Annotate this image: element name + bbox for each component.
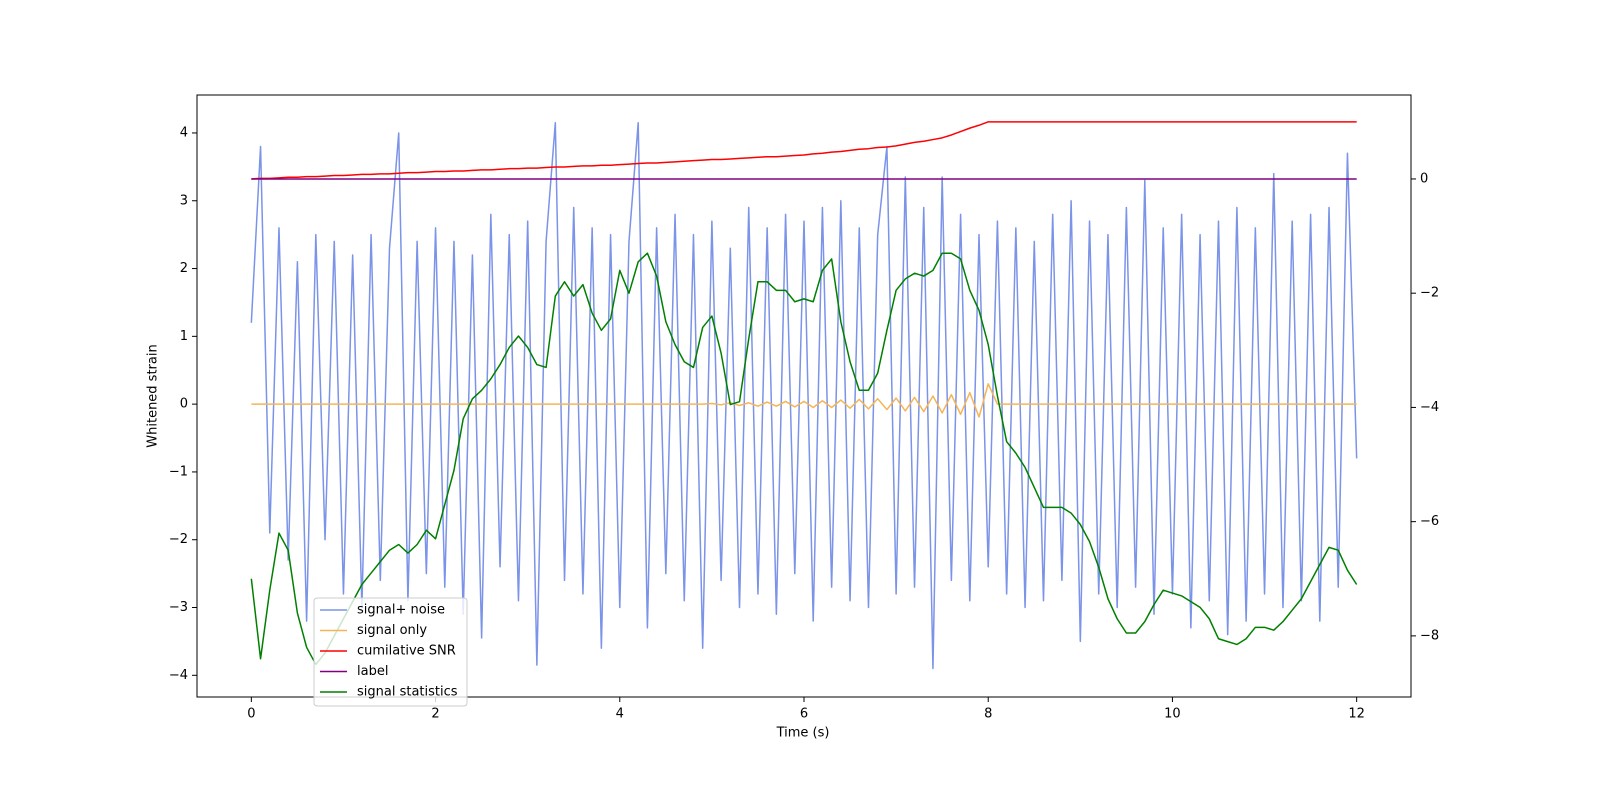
y2-tick-label: −6 <box>1420 514 1439 529</box>
y-tick-label: 0 <box>180 397 188 412</box>
y-tick-label: 2 <box>180 261 188 276</box>
x-tick-label: 4 <box>616 707 624 722</box>
legend-box <box>313 597 468 707</box>
legend-label: label <box>357 664 388 679</box>
y-tick-label: −1 <box>169 464 188 479</box>
x-tick-label: 8 <box>984 707 992 722</box>
y-tick-label: −2 <box>169 532 188 547</box>
y2-tick-label: −2 <box>1420 286 1439 301</box>
y2-tick-label: −8 <box>1420 628 1439 643</box>
y-tick-label: 3 <box>180 193 188 208</box>
y2-tick-label: 0 <box>1420 171 1428 186</box>
y-tick-label: −4 <box>169 668 188 683</box>
legend-label: signal+ noise <box>357 603 445 618</box>
legend: signal+ noise signal only cumilative SNR la… <box>313 597 468 707</box>
series-line <box>250 252 1358 666</box>
y-tick-label: 1 <box>180 329 188 344</box>
x-tick-label: 6 <box>800 707 808 722</box>
series-line <box>251 121 1357 180</box>
plot-area <box>250 121 1358 670</box>
x-tick-label: 0 <box>247 707 255 722</box>
y-axis-label: Whitened strain <box>146 344 161 447</box>
plot-frame <box>196 94 1412 698</box>
x-axis-label: Time (s) <box>776 726 830 741</box>
y-tick-label: 4 <box>180 125 188 140</box>
series-line <box>250 122 1358 670</box>
legend-label: signal statistics <box>357 685 458 700</box>
x-tick-label: 2 <box>431 707 439 722</box>
legend-label: signal only <box>357 623 427 638</box>
series-line <box>251 383 1357 418</box>
y-tick-label: −3 <box>169 600 188 615</box>
x-tick-label: 10 <box>1164 707 1181 722</box>
y2-tick-label: −4 <box>1420 400 1439 415</box>
x-tick-label: 12 <box>1348 707 1365 722</box>
legend-label: cumilative SNR <box>357 644 456 659</box>
